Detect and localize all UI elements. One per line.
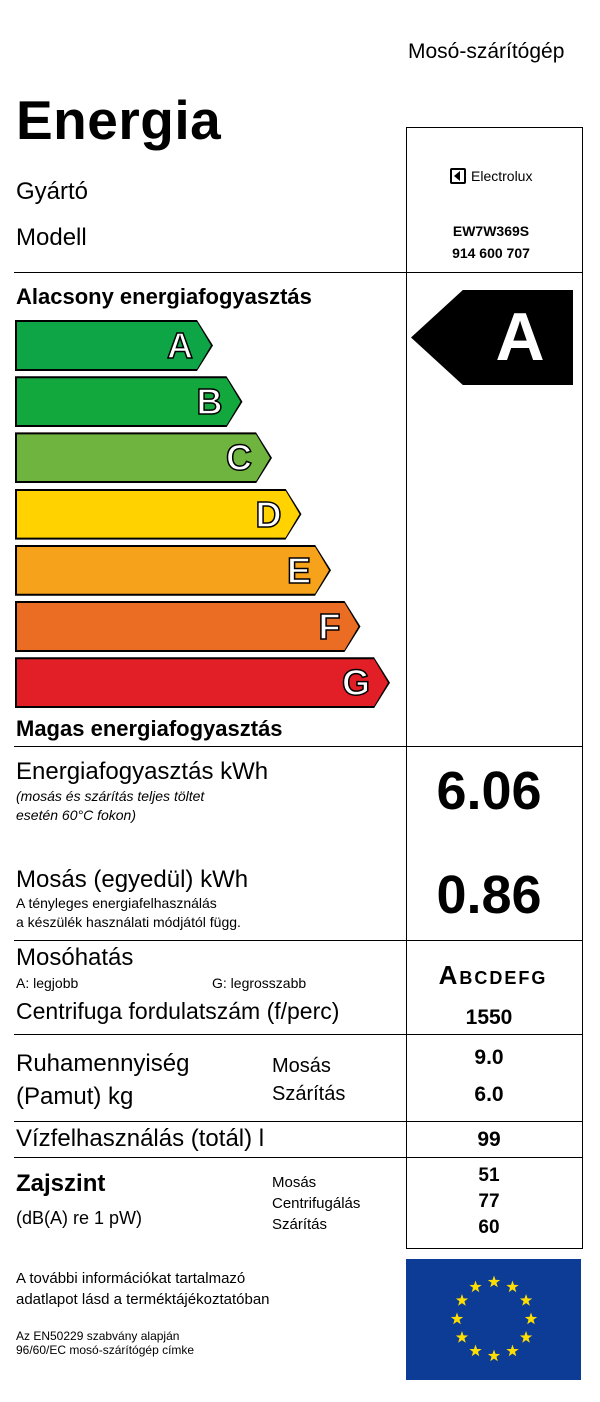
- energy-class-bar-a: A: [15, 320, 213, 371]
- noise-dry-value: 60: [478, 1217, 500, 1238]
- energy-wash-label: Mosás (egyedül) kWh: [16, 866, 249, 893]
- model-label: Modell: [16, 224, 87, 251]
- energy-class-bar-g: G: [15, 657, 390, 708]
- capacity-wash-label: Mosás: [272, 1055, 331, 1077]
- product-code: 914 600 707: [452, 245, 530, 261]
- energy-class-letter-d: D: [255, 493, 282, 535]
- noise-values: 51 77 60: [406, 1163, 572, 1241]
- divider-spin: [14, 1034, 582, 1035]
- energy-class-bar-b: B: [15, 376, 243, 427]
- divider-scale: [14, 746, 582, 747]
- eu-star-icon: [519, 1331, 533, 1343]
- noise-spin-label: Centrifugálás: [272, 1195, 361, 1212]
- noise-unit: (dB(A) re 1 pW): [16, 1208, 143, 1228]
- energy-class-bar-f: F: [15, 601, 361, 652]
- energy-class-letter-b: B: [196, 381, 223, 423]
- wash-performance-scale: ABCDEFG: [418, 960, 568, 991]
- capacity-label: Ruhamennyiség (Pamut) kg: [16, 1047, 189, 1113]
- product-type: Mosó-szárítógép: [408, 40, 565, 63]
- energy-class-fill-c: [17, 434, 270, 481]
- wash-performance-best: A: legjobb: [16, 975, 79, 991]
- divider-energy: [14, 940, 582, 941]
- model-code: EW7W369S 914 600 707: [408, 220, 574, 264]
- footer-info-line2: adatlapot lásd a terméktájékoztatóban: [16, 1291, 270, 1308]
- wash-scale-rest: BCDEFG: [459, 968, 548, 988]
- energy-full-note: (mosás és szárítás teljes töltet esetén …: [16, 787, 204, 825]
- footer-standard-line2: 96/60/EC mosó-szárítógép címke: [16, 1343, 195, 1357]
- capacity-label-line2: (Pamut) kg: [16, 1083, 134, 1110]
- right-column-frame: [406, 127, 583, 1249]
- spin-label: Centrifuga fordulatszám (f/perc): [16, 998, 340, 1024]
- energy-class-fill-d: [17, 491, 300, 538]
- energy-full-note-line1: (mosás és szárítás teljes töltet: [16, 788, 205, 804]
- energy-class-letter-a: A: [167, 325, 193, 366]
- noise-label: Zajszint: [16, 1170, 106, 1197]
- energy-full-value: 6.06: [436, 761, 542, 821]
- capacity-label-line1: Ruhamennyiség: [16, 1050, 190, 1077]
- energy-wash-note: A tényleges energiafelhasználás a készül…: [16, 894, 241, 932]
- energy-class-fill-e: [17, 547, 329, 594]
- eu-stars: [450, 1275, 538, 1362]
- eu-star-icon: [469, 1344, 482, 1357]
- energy-class-letter-e: E: [286, 549, 311, 591]
- eu-star-icon: [487, 1275, 501, 1288]
- eu-star-icon: [519, 1294, 533, 1306]
- energy-full-note-line2: esetén 60°C fokon): [16, 807, 137, 823]
- scale-bottom-label: Magas energiafogyasztás: [16, 716, 283, 741]
- capacity-dry-label: Szárítás: [272, 1083, 346, 1105]
- energy-class-fill-f: [17, 603, 359, 650]
- brand-name: Electrolux: [471, 168, 533, 184]
- energy-class-bar-c: C: [15, 432, 272, 483]
- eu-star-icon: [450, 1312, 464, 1325]
- energy-class-fill-g: [17, 659, 388, 706]
- eu-flag: [406, 1259, 581, 1380]
- divider-capacity: [14, 1121, 582, 1122]
- footer-standard-line1: Az EN50229 szabvány alapján: [16, 1329, 180, 1343]
- eu-star-icon: [469, 1280, 482, 1293]
- footer-info: A további információkat tartalmazó adatl…: [16, 1268, 270, 1310]
- manufacturer-label: Gyártó: [16, 178, 89, 205]
- energy-class-bar-d: D: [15, 489, 302, 540]
- scale-top-label: Alacsony energiafogyasztás: [16, 284, 312, 309]
- eu-star-icon: [524, 1312, 538, 1325]
- capacity-dry-value: 6.0: [474, 1083, 504, 1106]
- energy-class-fill-a: [17, 322, 211, 369]
- noise-spin-value: 77: [478, 1191, 500, 1212]
- divider-water: [14, 1157, 582, 1158]
- energy-wash-note-line1: A tényleges energiafelhasználás: [16, 895, 217, 911]
- capacity-wash-value: 9.0: [474, 1046, 504, 1069]
- water-label: Vízfelhasználás (totál) l: [16, 1125, 265, 1152]
- water-value: 99: [477, 1128, 501, 1151]
- footer-standard: Az EN50229 szabvány alapján 96/60/EC mos…: [16, 1329, 194, 1357]
- energy-class-fill-b: [17, 378, 241, 425]
- energy-class-bar-e: E: [15, 545, 331, 596]
- noise-wash-label: Mosás: [272, 1174, 317, 1191]
- noise-subs: Mosás Centrifugálás Szárítás: [272, 1172, 360, 1235]
- eu-star-icon: [506, 1280, 519, 1293]
- eu-star-icon: [455, 1331, 469, 1343]
- model-number: EW7W369S: [452, 223, 530, 239]
- electrolux-icon: [450, 168, 466, 184]
- eu-star-icon: [455, 1294, 469, 1306]
- wash-performance-worst: G: legrosszabb: [212, 975, 307, 991]
- wash-scale-first: A: [438, 960, 460, 990]
- spin-value: 1550: [465, 1006, 513, 1029]
- energy-class-letter-f: F: [318, 606, 341, 647]
- brand-logo: Electrolux: [450, 168, 532, 184]
- eu-star-icon: [487, 1349, 501, 1362]
- energy-class-letter-c: C: [226, 437, 252, 479]
- energy-full-label: Energiafogyasztás kWh: [16, 758, 269, 785]
- capacity-subs: Mosás Szárítás: [272, 1052, 345, 1108]
- page-title: Energia: [16, 89, 222, 151]
- footer-info-line1: A további információkat tartalmazó: [16, 1270, 246, 1287]
- energy-wash-note-line2: a készülék használati módjától függ.: [16, 914, 241, 930]
- divider-identity: [14, 272, 582, 273]
- energy-class-letter-g: G: [341, 662, 370, 704]
- rating-letter: A: [495, 299, 545, 375]
- wash-performance-label: Mosóhatás: [16, 944, 134, 971]
- energy-wash-value: 0.86: [436, 865, 542, 925]
- noise-wash-value: 51: [478, 1165, 500, 1186]
- noise-dry-label: Szárítás: [272, 1216, 328, 1233]
- eu-star-icon: [506, 1344, 519, 1357]
